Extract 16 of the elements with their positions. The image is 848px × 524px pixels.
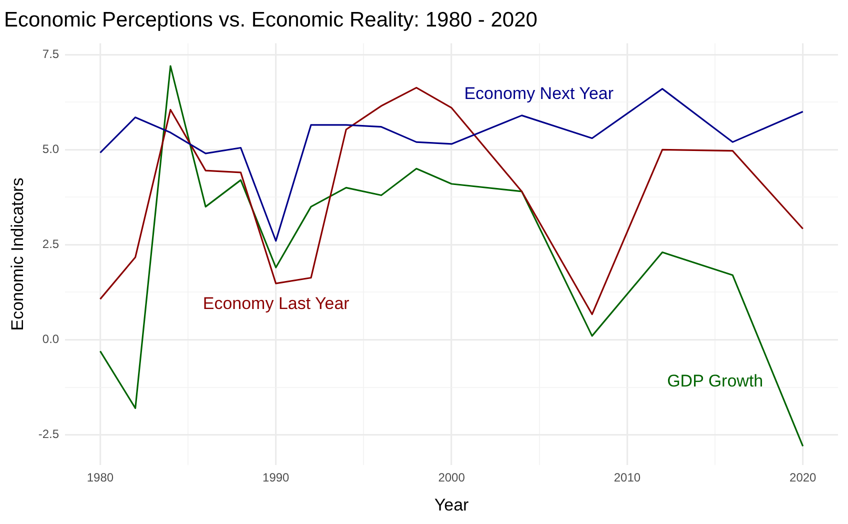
- y-tick-label: 5.0: [42, 142, 60, 156]
- series-label: Economy Last Year: [202, 294, 350, 314]
- x-axis-title: Year: [434, 495, 470, 514]
- x-tick-label: 2000: [438, 470, 466, 485]
- x-tick-label: 1990: [262, 470, 290, 485]
- y-tick-label: 0.0: [42, 332, 60, 346]
- y-axis-title: Economic Indicators: [8, 178, 27, 331]
- x-tick-label: 2010: [614, 470, 641, 485]
- x-tick-label: 1980: [86, 470, 114, 485]
- y-tick-label: 7.5: [42, 46, 60, 61]
- series-label: GDP Growth: [667, 371, 764, 390]
- y-tick-label: -2.5: [38, 427, 60, 442]
- y-tick-label: 2.5: [42, 237, 60, 252]
- chart-title: Economic Perceptions vs. Economic Reality: 1980 - 2020: [4, 8, 538, 32]
- x-tick-label: 2020: [790, 470, 817, 485]
- series-label: Economy Next Year: [464, 84, 614, 103]
